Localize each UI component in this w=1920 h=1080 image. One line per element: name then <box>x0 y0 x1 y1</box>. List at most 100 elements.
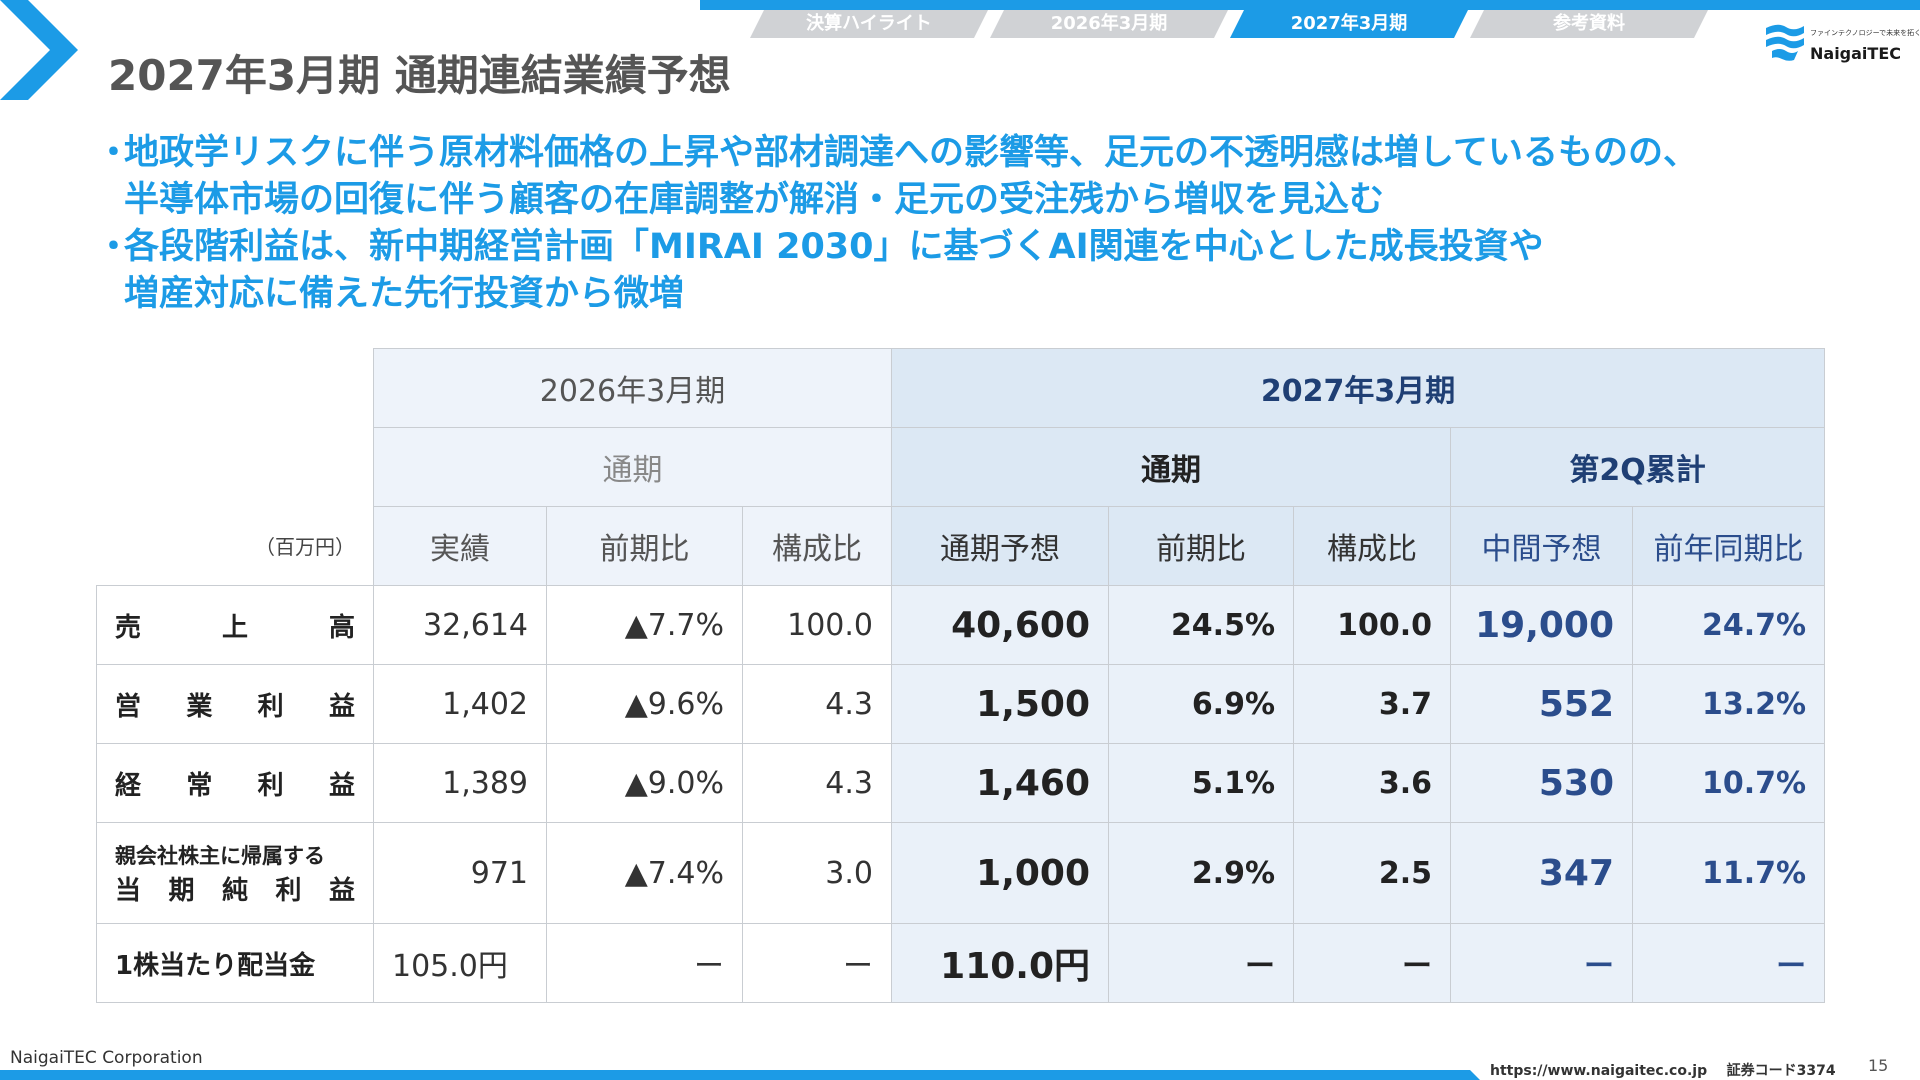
forecast-yoy-cell: ー <box>1108 923 1295 1003</box>
row-label-char: 上 <box>221 612 248 643</box>
col-header: 構成比 <box>1293 506 1452 586</box>
col-header: 通期予想 <box>891 506 1110 586</box>
bullet-item: ・ 地政学リスクに伴う原材料価格の上昇や部材調達への影響等、足元の不透明感は増し… <box>96 130 1906 224</box>
row-label: 親会社株主に帰属する 当 期 純 利 益 <box>96 822 374 924</box>
composition-cell: 4.3 <box>741 743 893 823</box>
col-header: 構成比 <box>741 506 893 586</box>
footer-url: https://www.naigaitec.co.jp 証券コード3374 <box>1490 1060 1836 1080</box>
page-number: 15 <box>1868 1056 1889 1075</box>
header-fy2027-full-year: 通期 <box>891 427 1452 507</box>
forecast-composition-cell: 3.6 <box>1293 743 1452 823</box>
tab-highlights[interactable]: 決算ハイライト <box>750 10 988 38</box>
forecast-composition-cell: 2.5 <box>1293 822 1452 924</box>
interim-yoy-cell: ー <box>1632 923 1826 1003</box>
row-label-char: 利 <box>257 770 284 801</box>
unit-label: （百万円） <box>96 506 374 586</box>
forecast-cell: 1,500 <box>891 664 1110 744</box>
bullet-marker: ・ <box>96 227 132 267</box>
row-label-char: 営 <box>115 691 142 722</box>
forecast-cell: 1,000 <box>891 822 1110 924</box>
forecast-yoy-cell: 5.1% <box>1108 743 1295 823</box>
interim-yoy-cell: 11.7% <box>1632 822 1826 924</box>
footer-link[interactable]: https://www.naigaitec.co.jp <box>1490 1063 1708 1079</box>
yoy-cell: ▲9.6% <box>546 664 743 744</box>
yoy-cell: ▲9.0% <box>546 743 743 823</box>
header-fy2027: 2027年3月期 <box>891 348 1826 428</box>
footer-bar <box>0 1070 1480 1080</box>
row-label-char: 純 <box>221 875 248 906</box>
company-logo: ファインテクノロジーで未来を拓く NaigaiTEC <box>1764 18 1920 68</box>
tab-fy2026[interactable]: 2026年3月期 <box>990 10 1228 38</box>
interim-cell: 530 <box>1450 743 1634 823</box>
logo-name: NaigaiTEC <box>1810 44 1901 63</box>
tab-references[interactable]: 参考資料 <box>1470 10 1708 38</box>
row-label-char: 経 <box>115 770 142 801</box>
bullet-line: 地政学リスクに伴う原材料価格の上昇や部材調達への影響等、足元の不透明感は増してい… <box>124 133 1698 173</box>
col-header: 前期比 <box>1108 506 1295 586</box>
row-label-char: 売 <box>115 612 142 643</box>
interim-cell: 552 <box>1450 664 1634 744</box>
interim-yoy-cell: 10.7% <box>1632 743 1826 823</box>
section-tabs: 決算ハイライト 2026年3月期 2027年3月期 参考資料 <box>700 0 1920 40</box>
bullet-line: 各段階利益は、新中期経営計画「MIRAI 2030」に基づくAI関連を中心とした… <box>124 227 1544 267</box>
interim-cell: ー <box>1450 923 1634 1003</box>
wave-logo-icon <box>1766 24 1804 61</box>
forecast-table: 2026年3月期 2027年3月期 通期 通期 第2Q累計 （百万円） 実績 前… <box>96 348 1826 1003</box>
composition-cell: 3.0 <box>741 822 893 924</box>
bullet-item: ・ 各段階利益は、新中期経営計画「MIRAI 2030」に基づくAI関連を中心と… <box>96 224 1906 318</box>
table-row: 経 常 利 益 1,389 ▲9.0% 4.3 1,460 5.1% 3.6 5… <box>96 743 1826 823</box>
table-row: 売 上 高 32,614 ▲7.7% 100.0 40,600 24.5% 10… <box>96 585 1826 665</box>
col-header: 前期比 <box>546 506 743 586</box>
logo-tagline: ファインテクノロジーで未来を拓く <box>1810 29 1920 37</box>
row-label-char: 常 <box>186 770 213 801</box>
tabs-strip <box>700 0 1920 10</box>
col-header: 前年同期比 <box>1632 506 1826 586</box>
row-label: 経 常 利 益 <box>96 743 374 823</box>
row-label-char: 利 <box>257 691 284 722</box>
row-label-char: 益 <box>328 770 355 801</box>
blank-cell <box>96 348 374 428</box>
actual-cell: 1,402 <box>373 664 547 744</box>
footer-company: NaigaiTEC Corporation <box>10 1048 203 1068</box>
header-fy2026-full-year: 通期 <box>372 427 893 507</box>
tab-fy2027[interactable]: 2027年3月期 <box>1230 10 1468 38</box>
header-cumulative-2q: 第2Q累計 <box>1450 427 1826 507</box>
summary-bullets: ・ 地政学リスクに伴う原材料価格の上昇や部材調達への影響等、足元の不透明感は増し… <box>96 130 1906 318</box>
row-label: 1株当たり配当金 <box>96 923 374 1003</box>
forecast-cell: 110.0円 <box>891 923 1110 1003</box>
forecast-composition-cell: 100.0 <box>1293 585 1452 665</box>
securities-code: 証券コード3374 <box>1726 1063 1836 1079</box>
row-label-char: 益 <box>328 875 355 906</box>
yoy-cell: ▲7.4% <box>546 822 743 924</box>
row-label-char: 業 <box>186 691 213 722</box>
forecast-yoy-cell: 2.9% <box>1108 822 1295 924</box>
interim-yoy-cell: 13.2% <box>1632 664 1826 744</box>
forecast-composition-cell: ー <box>1293 923 1452 1003</box>
header-fy2026: 2026年3月期 <box>372 348 893 428</box>
interim-yoy-cell: 24.7% <box>1632 585 1826 665</box>
actual-cell: 1,389 <box>373 743 547 823</box>
blank-cell <box>96 427 374 507</box>
row-label-char: 利 <box>275 875 302 906</box>
interim-cell: 19,000 <box>1450 585 1634 665</box>
row-label-small: 親会社株主に帰属する <box>115 843 325 868</box>
row-label-char: 期 <box>168 875 195 906</box>
composition-cell: 100.0 <box>741 585 893 665</box>
interim-cell: 347 <box>1450 822 1634 924</box>
col-header: 実績 <box>373 506 547 586</box>
row-label: 売 上 高 <box>96 585 374 665</box>
yoy-cell: ▲7.7% <box>546 585 743 665</box>
bullet-line: 半導体市場の回復に伴う顧客の在庫調整が解消・足元の受注残から増収を見込む <box>124 180 1385 220</box>
table-row: 親会社株主に帰属する 当 期 純 利 益 971 ▲7.4% 3.0 1,000… <box>96 822 1826 924</box>
col-header: 中間予想 <box>1450 506 1634 586</box>
actual-cell: 971 <box>373 822 547 924</box>
table-row: 1株当たり配当金 105.0円 ー ー 110.0円 ー ー ー ー <box>96 923 1826 1003</box>
actual-cell: 105.0円 <box>373 923 547 1003</box>
chevron-decoration-icon <box>0 0 78 100</box>
bullet-line: 増産対応に備えた先行投資から微増 <box>124 274 685 314</box>
table-row: 営 業 利 益 1,402 ▲9.6% 4.3 1,500 6.9% 3.7 5… <box>96 664 1826 744</box>
forecast-cell: 1,460 <box>891 743 1110 823</box>
forecast-yoy-cell: 6.9% <box>1108 664 1295 744</box>
forecast-yoy-cell: 24.5% <box>1108 585 1295 665</box>
row-label-char: 当 <box>115 875 142 906</box>
